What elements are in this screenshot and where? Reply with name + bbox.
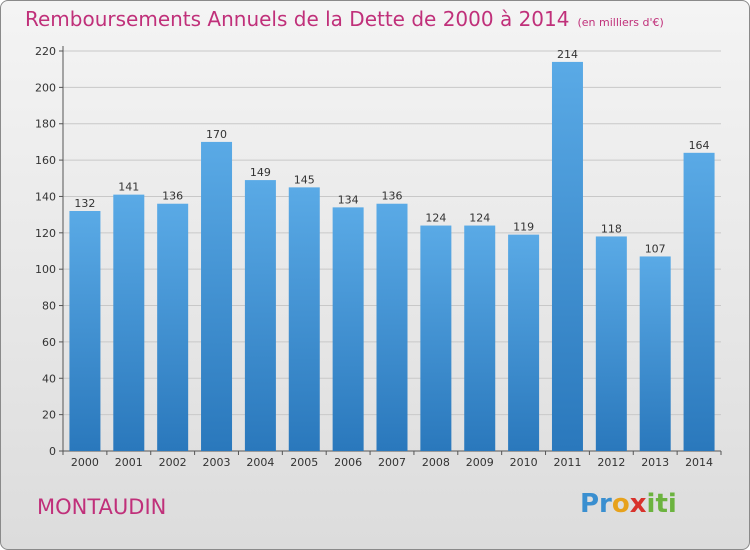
x-tick-label: 2008	[422, 456, 450, 469]
x-tick-label: 2014	[685, 456, 713, 469]
x-tick-label: 2006	[334, 456, 362, 469]
city-name: MONTAUDIN	[37, 495, 167, 519]
y-tick-label: 180	[35, 118, 56, 131]
y-tick-label: 140	[35, 190, 56, 203]
y-tick-label: 60	[42, 336, 56, 349]
bar	[376, 203, 408, 451]
bar-value-label: 124	[425, 212, 446, 225]
y-tick-label: 120	[35, 227, 56, 240]
bar-value-label: 214	[557, 48, 578, 61]
proxiti-logo: Proxiti	[580, 489, 677, 519]
x-tick-label: 2007	[378, 456, 406, 469]
bar	[464, 225, 496, 451]
labels: 132 141 136 170 149 145 134 136 124 124 119 214 118 1…	[74, 48, 709, 256]
y-tick-label: 40	[42, 372, 56, 385]
bar	[551, 61, 583, 452]
y-tick-label: 80	[42, 300, 56, 313]
bar	[157, 203, 189, 451]
bar	[683, 152, 715, 451]
y-tick-label: 100	[35, 263, 56, 276]
y-tick-label: 220	[35, 45, 56, 58]
bar-value-label: 164	[689, 139, 710, 152]
bar-value-label: 145	[294, 173, 315, 186]
x-tick-label: 2010	[510, 456, 538, 469]
bar-value-label: 124	[469, 212, 490, 225]
x-tick-label: 2001	[115, 456, 143, 469]
bar	[288, 187, 320, 451]
logo-part: o	[611, 489, 630, 519]
x-tick-label: 2009	[466, 456, 494, 469]
bar	[420, 225, 452, 451]
x-tick-label: 2013	[641, 456, 669, 469]
bar-value-label: 132	[74, 197, 95, 210]
bar	[244, 180, 276, 451]
bar	[113, 194, 145, 452]
y-tick-label: 160	[35, 154, 56, 167]
bar	[332, 207, 364, 451]
bar-value-label: 118	[601, 222, 622, 235]
bar	[69, 211, 101, 451]
logo-part: x	[629, 489, 647, 519]
logo-part: Pr	[580, 489, 612, 519]
bar	[639, 256, 671, 451]
bar-value-label: 136	[382, 190, 403, 203]
bar-value-label: 119	[513, 221, 534, 234]
x-tick-label: 2000	[71, 456, 99, 469]
bar	[595, 236, 627, 451]
bar-value-label: 134	[338, 193, 359, 206]
x-tick-label: 2005	[290, 456, 318, 469]
y-tick-label: 20	[42, 409, 56, 422]
bar-value-label: 107	[645, 242, 666, 255]
chart-title-text: Remboursements Annuels de la Dette de 20…	[25, 7, 570, 31]
x-tick-label: 2012	[597, 456, 625, 469]
x-tick-label: 2004	[246, 456, 274, 469]
bar	[201, 141, 233, 451]
y-tick-label: 200	[35, 81, 56, 94]
bars	[69, 61, 715, 452]
chart-title: Remboursements Annuels de la Dette de 20…	[25, 7, 664, 31]
chart-unit: (en milliers d'€)	[577, 16, 664, 29]
x-tick-label: 2002	[159, 456, 187, 469]
y-tick-label: 0	[49, 445, 56, 458]
axes: 0 20 40 60 80 100 120 140 160 180 200 220 2000 2001 20…	[35, 45, 722, 469]
bar	[508, 234, 540, 451]
x-tick-label: 2003	[203, 456, 231, 469]
bar-value-label: 170	[206, 128, 227, 141]
x-tick-label: 2011	[553, 456, 581, 469]
bar-value-label: 136	[162, 190, 183, 203]
bar-value-label: 149	[250, 166, 271, 179]
bar-value-label: 141	[118, 181, 139, 194]
logo-part: iti	[646, 489, 677, 519]
